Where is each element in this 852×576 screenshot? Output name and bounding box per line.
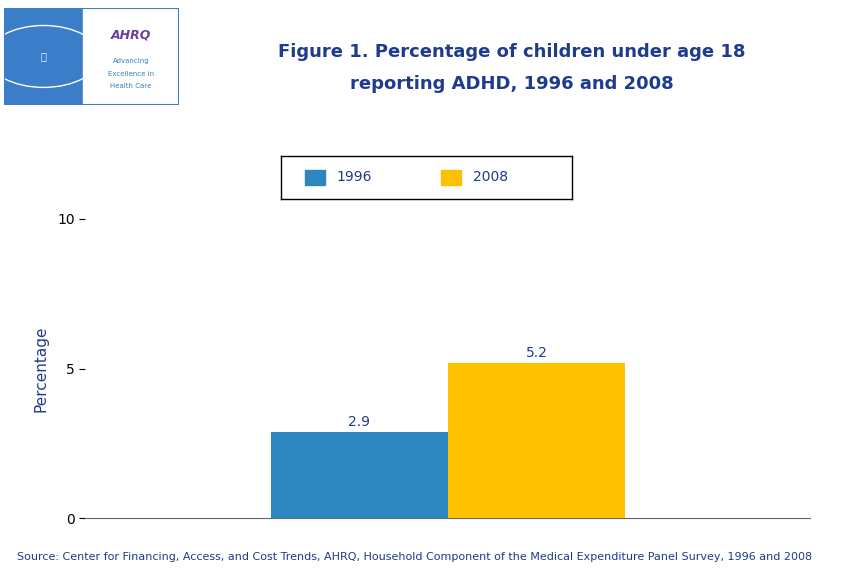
Text: 2008: 2008 bbox=[472, 170, 508, 184]
Text: Advancing: Advancing bbox=[112, 58, 149, 65]
Bar bbox=[304, 170, 325, 185]
Text: 2.9: 2.9 bbox=[348, 415, 370, 429]
Bar bbox=[83, 8, 179, 105]
Text: Excellence in: Excellence in bbox=[108, 71, 154, 77]
Text: AHRQ: AHRQ bbox=[111, 29, 151, 41]
Bar bbox=[447, 363, 625, 518]
Text: 🦅: 🦅 bbox=[41, 51, 47, 62]
Text: Figure 1. Percentage of children under age 18: Figure 1. Percentage of children under a… bbox=[278, 43, 745, 61]
Text: 5.2: 5.2 bbox=[525, 346, 547, 359]
Text: 1996: 1996 bbox=[337, 170, 371, 184]
Text: Source: Center for Financing, Access, and Cost Trends, AHRQ, Household Component: Source: Center for Financing, Access, an… bbox=[17, 552, 811, 562]
Bar bbox=[4, 8, 83, 105]
Text: reporting ADHD, 1996 and 2008: reporting ADHD, 1996 and 2008 bbox=[349, 74, 673, 93]
Text: Health Care: Health Care bbox=[110, 84, 152, 89]
Bar bbox=[440, 170, 461, 185]
Y-axis label: Percentage: Percentage bbox=[34, 325, 49, 412]
Bar bbox=[270, 431, 447, 518]
